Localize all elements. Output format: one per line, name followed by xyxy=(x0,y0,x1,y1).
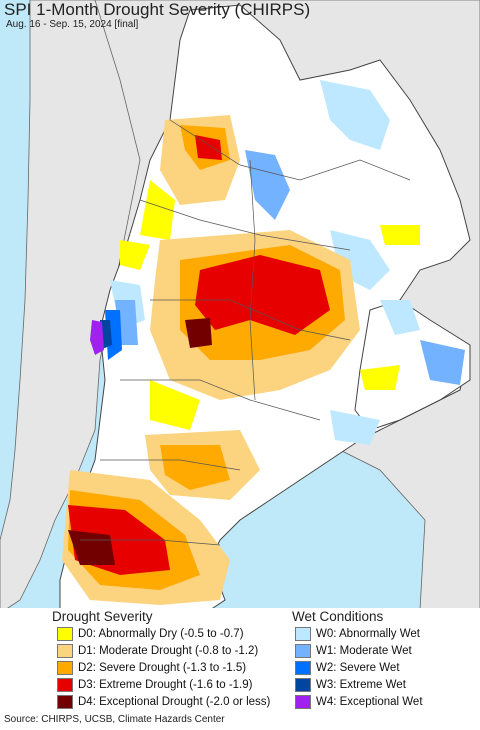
swatch-w0 xyxy=(295,626,311,641)
legend-label-d1: D1: Moderate Drought (-0.8 to -1.2) xyxy=(78,644,259,657)
drought-legend-heading: Drought Severity xyxy=(52,609,153,624)
swatch-d2 xyxy=(57,660,73,675)
legend-label-w2: W2: Severe Wet xyxy=(316,661,400,674)
drought-map xyxy=(0,0,480,610)
swatch-w4 xyxy=(295,694,311,709)
legend-item-d0: D0: Abnormally Dry (-0.5 to -0.7) xyxy=(57,626,244,641)
legend-item-w4: W4: Exceptional Wet xyxy=(295,694,423,709)
legend-item-d1: D1: Moderate Drought (-0.8 to -1.2) xyxy=(57,643,258,658)
legend-item-d2: D2: Severe Drought (-1.3 to -1.5) xyxy=(57,660,246,675)
map-svg xyxy=(0,0,480,610)
legend-label-d2: D2: Severe Drought (-1.3 to -1.5) xyxy=(78,661,247,674)
admin-boundaries xyxy=(80,119,411,546)
drought-areas xyxy=(62,115,420,605)
legend-item-w0: W0: Abnormally Wet xyxy=(295,626,420,641)
legend-label-w0: W0: Abnormally Wet xyxy=(316,627,420,640)
legend-label-w3: W3: Extreme Wet xyxy=(316,678,406,691)
swatch-w2 xyxy=(295,660,311,675)
legend-label-w1: W1: Moderate Wet xyxy=(316,644,412,657)
wet-legend-heading: Wet Conditions xyxy=(292,609,384,624)
legend-label-d4: D4: Exceptional Drought (-2.0 or less) xyxy=(78,695,271,708)
legend-item-d4: D4: Exceptional Drought (-2.0 or less) xyxy=(57,694,270,709)
swatch-d0 xyxy=(57,626,73,641)
legend-item-w3: W3: Extreme Wet xyxy=(295,677,406,692)
wet-areas xyxy=(90,80,465,445)
outside-land-chile xyxy=(0,0,141,610)
legend-label-d0: D0: Abnormally Dry (-0.5 to -0.7) xyxy=(78,627,244,640)
swatch-d4 xyxy=(57,694,73,709)
legend-item-w2: W2: Severe Wet xyxy=(295,660,400,675)
legend: Drought Severity Wet Conditions D0: Abno… xyxy=(0,608,480,710)
legend-label-d3: D3: Extreme Drought (-1.6 to -1.9) xyxy=(78,678,253,691)
legend-label-w4: W4: Exceptional Wet xyxy=(316,695,423,708)
legend-item-d3: D3: Extreme Drought (-1.6 to -1.9) xyxy=(57,677,252,692)
swatch-w1 xyxy=(295,643,311,658)
map-title: SPI 1-Month Drought Severity (CHIRPS) xyxy=(4,0,311,19)
legend-item-w1: W1: Moderate Wet xyxy=(295,643,412,658)
study-region-east xyxy=(354,299,471,431)
source-credit: Source: CHIRPS, UCSB, Climate Hazards Ce… xyxy=(4,714,225,725)
swatch-d3 xyxy=(57,677,73,692)
swatch-d1 xyxy=(57,643,73,658)
map-subtitle: Aug. 16 - Sep. 15, 2024 [final] xyxy=(6,19,139,30)
swatch-w3 xyxy=(295,677,311,692)
